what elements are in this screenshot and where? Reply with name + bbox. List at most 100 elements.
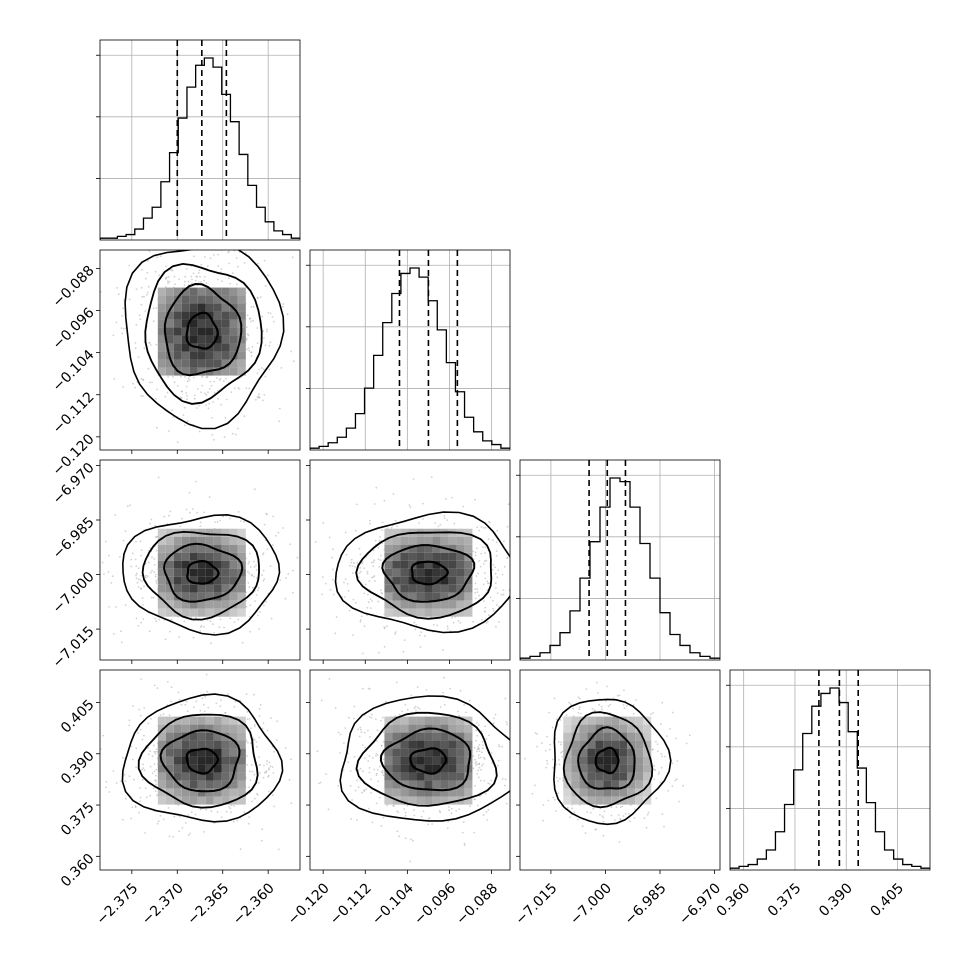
scatter-point xyxy=(413,814,416,817)
scatter-point xyxy=(481,764,483,767)
x-tick-label: −0.104 xyxy=(369,880,417,928)
scatter-point xyxy=(393,804,395,807)
density-cell xyxy=(619,788,628,797)
density-cell xyxy=(595,780,604,789)
density-cell xyxy=(464,732,473,741)
density-cell xyxy=(563,780,572,789)
contour-line xyxy=(562,711,654,809)
scatter-point xyxy=(155,748,158,751)
density-cell xyxy=(221,584,230,593)
density-cell xyxy=(221,748,230,757)
density-cell xyxy=(181,796,190,805)
scatter-point xyxy=(156,535,158,538)
scatter-point xyxy=(178,236,180,238)
scatter-point xyxy=(476,526,479,529)
scatter-point xyxy=(487,620,489,623)
density-cell xyxy=(221,716,230,725)
scatter-point xyxy=(135,577,138,580)
scatter-point xyxy=(167,276,170,278)
scatter-point xyxy=(205,394,208,396)
density-cell xyxy=(440,796,449,805)
scatter-point xyxy=(459,621,462,624)
density-cell xyxy=(173,600,182,609)
scatter-point xyxy=(381,771,384,774)
scatter-point xyxy=(476,763,479,765)
density-cell xyxy=(384,740,393,749)
scatter-point xyxy=(521,580,523,582)
scatter-point xyxy=(477,747,480,750)
density-cell xyxy=(237,756,246,765)
scatter-point xyxy=(224,712,227,714)
scatter-point xyxy=(212,623,214,626)
scatter-point xyxy=(482,526,485,529)
scatter-point xyxy=(359,553,362,556)
scatter-point xyxy=(264,771,266,774)
scatter-point xyxy=(263,337,265,339)
scatter-point xyxy=(654,769,656,771)
contour-line xyxy=(186,559,220,585)
density-cell xyxy=(432,716,441,725)
density-cell xyxy=(205,544,214,553)
scatter-point xyxy=(635,699,637,701)
density-cell xyxy=(189,724,198,733)
scatter-point xyxy=(287,573,290,575)
density-cell xyxy=(205,568,214,577)
scatter-point xyxy=(251,770,254,773)
density-cell xyxy=(205,536,214,545)
scatter-point xyxy=(463,842,466,845)
scatter-point xyxy=(432,623,435,626)
scatter-point xyxy=(120,630,122,633)
scatter-point xyxy=(273,750,275,753)
density-cell xyxy=(563,788,572,797)
scatter-point xyxy=(256,342,259,344)
scatter-point xyxy=(282,527,285,529)
density-cell xyxy=(189,319,198,328)
scatter-point xyxy=(278,420,280,423)
scatter-point xyxy=(446,519,448,521)
density-cell xyxy=(229,528,238,537)
scatter-point xyxy=(262,569,265,572)
scatter-point xyxy=(195,616,197,619)
scatter-point xyxy=(243,665,245,667)
scatter-point xyxy=(265,600,267,603)
density-cell xyxy=(221,740,230,749)
scatter-point xyxy=(475,547,478,550)
density-cell xyxy=(611,796,620,805)
scatter-point xyxy=(252,586,254,589)
density-cell xyxy=(456,544,465,553)
scatter-point xyxy=(243,415,246,418)
density-cell xyxy=(595,732,604,741)
x-tick-label: −0.112 xyxy=(327,880,375,928)
density-cell xyxy=(424,748,433,757)
scatter-point xyxy=(134,342,137,344)
scatter-point xyxy=(474,588,477,591)
scatter-point xyxy=(505,721,508,723)
density-cell xyxy=(173,740,182,749)
scatter-point xyxy=(288,778,291,781)
histogram-step xyxy=(730,687,930,870)
scatter-point xyxy=(647,811,650,814)
scatter-point xyxy=(165,276,168,279)
scatter-point xyxy=(596,681,598,684)
density-cell xyxy=(221,311,230,320)
scatter-point xyxy=(153,751,156,753)
scatter-point xyxy=(484,527,487,529)
scatter-point xyxy=(324,582,327,585)
density-cell xyxy=(400,788,409,797)
density-cell xyxy=(213,600,222,609)
scatter-point xyxy=(131,806,134,809)
density-cell xyxy=(197,319,206,328)
scatter-point xyxy=(195,480,197,483)
scatter-point xyxy=(178,698,181,701)
scatter-point xyxy=(404,814,407,817)
scatter-point xyxy=(184,822,187,824)
density-cell xyxy=(181,576,190,585)
scatter-point xyxy=(121,818,124,821)
density-cell xyxy=(173,732,182,741)
density-cell xyxy=(237,552,246,561)
scatter-point xyxy=(209,620,212,623)
scatter-point xyxy=(546,735,548,738)
scatter-point xyxy=(442,649,444,651)
density-cell xyxy=(432,608,441,617)
scatter-point xyxy=(230,804,233,807)
